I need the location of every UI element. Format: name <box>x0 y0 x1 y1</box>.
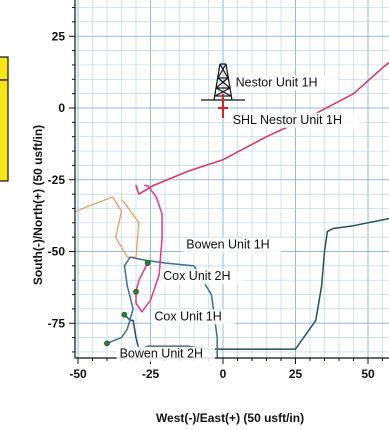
annotation-bg <box>151 309 236 325</box>
marker-bowen-unit-1h <box>144 260 151 266</box>
annotation-bg <box>160 269 245 285</box>
series-cox-unit-2h <box>135 184 163 313</box>
annotation-label: Cox Unit 1H <box>154 309 221 323</box>
x-tick-label: -25 <box>142 367 160 381</box>
marker-bowen-unit-2h <box>104 340 110 347</box>
annotation-bg <box>229 112 364 128</box>
y-tick-label: 25 <box>52 29 66 43</box>
annotation-bg <box>183 237 282 253</box>
drilling-rig-icon <box>201 63 245 101</box>
annotation-bg <box>232 75 338 91</box>
x-tick-label: -50 <box>69 367 87 381</box>
x-tick-label: 25 <box>289 367 303 381</box>
series-nestor-unit-1h <box>135 61 389 195</box>
annotation-label: Nestor Unit 1H <box>236 75 318 89</box>
annotation-layer: Nestor Unit 1H SHL Nestor Unit 1H Bowen Un… <box>116 75 364 362</box>
axes: -50 -25 0 25 50 25 0 -25 -50 -75 <box>48 0 389 381</box>
marker-layer <box>104 63 245 347</box>
y-tick-label: -75 <box>48 316 66 330</box>
series-bowen-unit-1h <box>75 196 140 258</box>
marker-cox-unit-1h <box>121 311 128 318</box>
x-axis-label: West(-)/East(+) (50 usft/in) <box>156 411 304 425</box>
series-bowen-unit-2h <box>106 256 218 358</box>
y-tick-label: 0 <box>58 101 65 115</box>
y-axis-label: South(-)/North(+) (50 usft/in) <box>31 125 45 285</box>
annotation-label: Cox Unit 2H <box>163 269 230 283</box>
x-tick-label: 0 <box>220 367 227 381</box>
annotation-bg <box>116 346 215 362</box>
y-tick-label: -25 <box>48 173 66 187</box>
marker-cox-unit-2h <box>133 288 139 295</box>
annotation-label: SHL Nestor Unit 1H <box>233 113 342 127</box>
legend-fragment <box>0 56 9 182</box>
y-tick-label: -50 <box>48 245 66 259</box>
annotation-label: Bowen Unit 1H <box>186 238 269 252</box>
x-tick-label: 50 <box>361 367 375 381</box>
annotation-label: Bowen Unit 2H <box>120 347 203 361</box>
